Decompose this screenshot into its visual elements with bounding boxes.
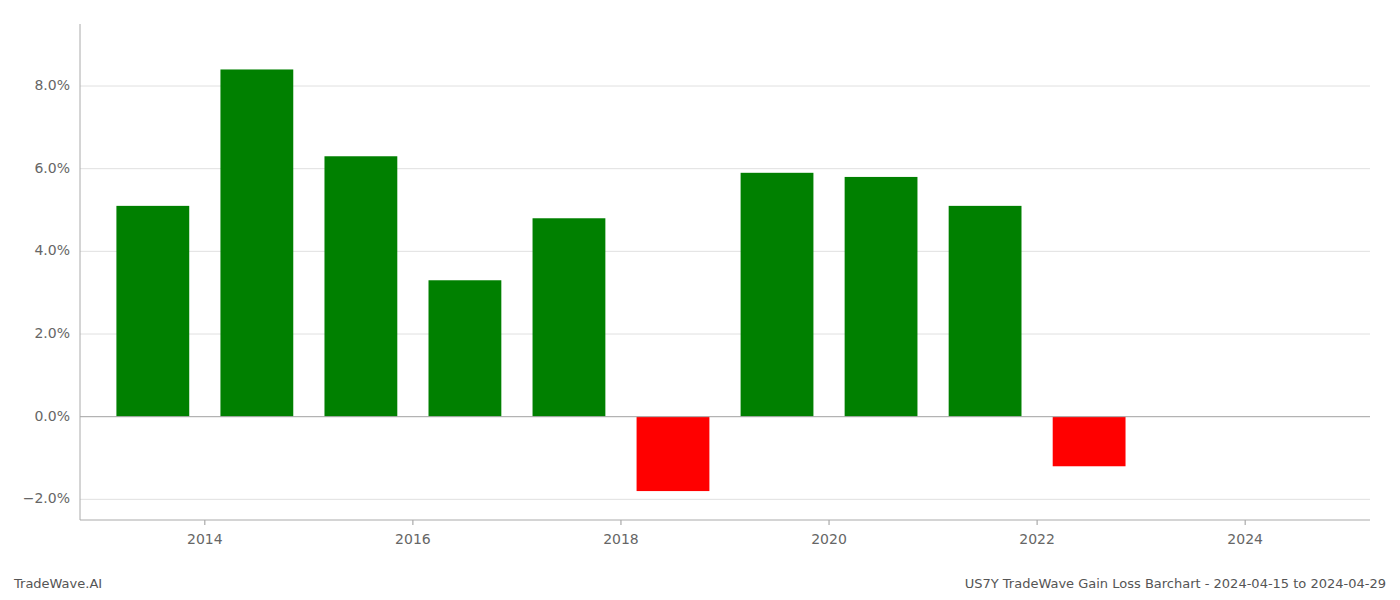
footer-text: TradeWave.AI xyxy=(13,576,102,591)
y-axis-line xyxy=(80,24,81,520)
y-tick-label: 2.0% xyxy=(34,325,70,341)
y-tick-label: 6.0% xyxy=(34,160,70,176)
x-tick-label: 2024 xyxy=(1227,531,1263,547)
footer-text: US7Y TradeWave Gain Loss Barchart - 2024… xyxy=(965,576,1386,591)
grid-line xyxy=(80,499,1370,500)
zero-line xyxy=(80,416,1370,417)
y-tick-label: 0.0% xyxy=(34,408,70,424)
x-axis-line xyxy=(80,520,1370,521)
bar xyxy=(324,156,397,416)
x-tick-label: 2020 xyxy=(811,531,847,547)
x-tick xyxy=(1245,520,1246,525)
bar xyxy=(220,69,293,416)
y-tick-label: −2.0% xyxy=(23,490,70,506)
x-tick-label: 2014 xyxy=(187,531,223,547)
bar xyxy=(116,206,189,417)
y-tick-label: 8.0% xyxy=(34,77,70,93)
bars xyxy=(116,69,1125,491)
bar xyxy=(949,206,1022,417)
bar xyxy=(845,177,918,417)
bar xyxy=(741,173,814,417)
bar xyxy=(637,417,710,491)
x-tick xyxy=(829,520,830,525)
bar xyxy=(1053,417,1126,467)
chart: −2.0% 0.0% 2.0% 4.0% 6.0% 8.0% 2014 2016 2018 202… xyxy=(0,0,1400,600)
background xyxy=(0,0,1400,600)
x-tick xyxy=(412,520,413,525)
x-tick-label: 2016 xyxy=(395,531,431,547)
grid-line xyxy=(80,416,1370,417)
bar xyxy=(429,280,502,416)
bar xyxy=(533,218,606,416)
x-tick xyxy=(620,520,621,525)
x-tick-label: 2018 xyxy=(603,531,639,547)
x-tick xyxy=(204,520,205,525)
x-tick xyxy=(1037,520,1038,525)
y-tick-label: 4.0% xyxy=(34,242,70,258)
x-tick-label: 2022 xyxy=(1019,531,1055,547)
